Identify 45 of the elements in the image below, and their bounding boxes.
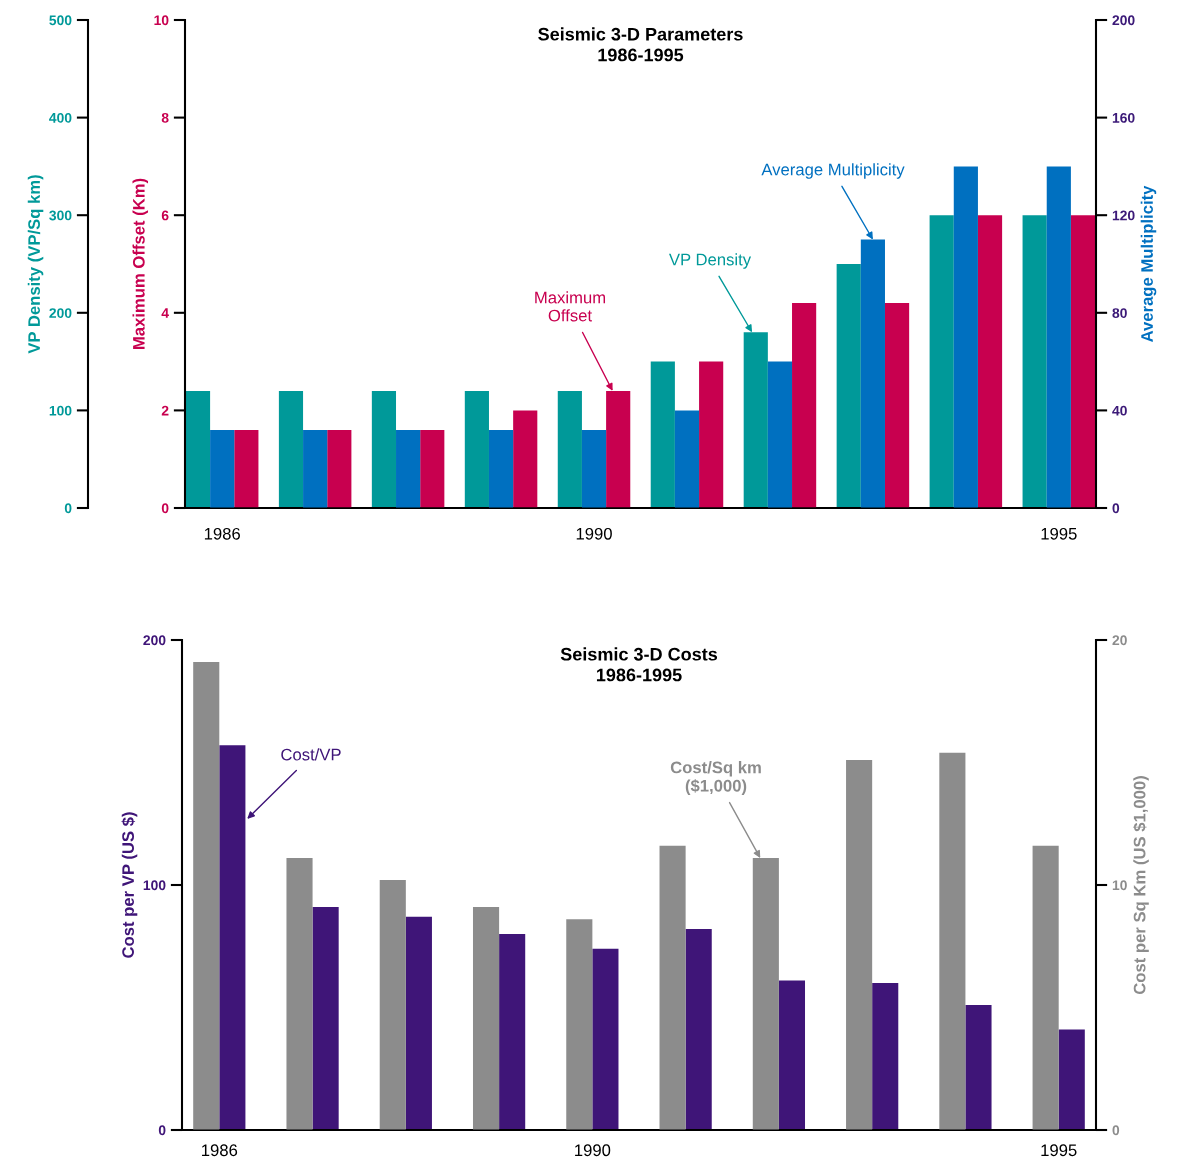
y2-tick-label: 10 [1112, 880, 1127, 891]
y2-tick-label: 8 [161, 112, 169, 123]
y2-tick-label: 10 [154, 15, 169, 26]
y2-tick-label: 20 [1112, 635, 1127, 646]
annotation: Cost/VP [281, 748, 341, 761]
y-tick-label: 0 [158, 1125, 166, 1136]
x-tick-label: 1995 [1041, 527, 1077, 540]
annotation: VP Density [669, 253, 752, 269]
bar [846, 760, 873, 1130]
y2-tick-label: 4 [161, 308, 169, 318]
y-tick-label: 500 [49, 15, 72, 26]
x-tick-label: 1986 [202, 1144, 238, 1157]
y-tick-label: 0 [64, 503, 72, 514]
bar [939, 752, 966, 1130]
y3-tick-label: 120 [1112, 210, 1135, 221]
y2-tick-label: 6 [161, 210, 169, 221]
y-tick-label: 400 [49, 112, 72, 123]
bar [965, 1005, 992, 1130]
y2-axis-title: Maximum Offset (Km) [132, 178, 149, 349]
annotation: Cost/Sq km ($1,000) [670, 761, 761, 795]
y3-tick-label: 80 [1112, 308, 1127, 318]
y3-tick-label: 160 [1112, 112, 1135, 123]
x-tick-label: 1990 [575, 1144, 611, 1157]
bar [1032, 845, 1059, 1130]
y2-axis-title: Cost per Sq Km (US $1,000) [1132, 776, 1149, 995]
y-tick-label: 300 [49, 210, 72, 221]
y-axis-title: VP Density (VP/Sq km) [27, 175, 44, 354]
y3-tick-label: 200 [1112, 15, 1135, 26]
x-tick-label: 1995 [1041, 1144, 1077, 1157]
y2-tick-label: 0 [1112, 1125, 1120, 1136]
y-tick-label: 200 [143, 635, 166, 646]
y3-tick-label: 40 [1112, 405, 1127, 416]
text: Seismic 3-D Parameters 1986-1995 [538, 27, 743, 62]
annotation: Average Multiplicity [761, 163, 905, 179]
y-tick-label: 100 [143, 880, 166, 891]
annotation: Maximum Offset [535, 291, 606, 322]
y2-tick-label: 2 [161, 405, 169, 416]
y-tick-label: 100 [49, 405, 72, 416]
text: Seismic 3-D Costs 1986-1995 [560, 647, 718, 682]
x-tick-label: 1986 [204, 527, 240, 540]
y-axis-title: Cost per VP (US $) [121, 812, 138, 958]
y3-axis-title: Average Multiplicity [1140, 185, 1157, 342]
x-tick-label: 1990 [576, 527, 612, 540]
y3-tick-label: 0 [1112, 503, 1120, 514]
y-tick-label: 200 [49, 308, 72, 318]
